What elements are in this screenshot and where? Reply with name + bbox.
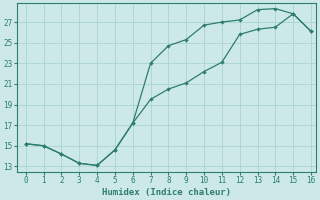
X-axis label: Humidex (Indice chaleur): Humidex (Indice chaleur) bbox=[102, 188, 231, 197]
